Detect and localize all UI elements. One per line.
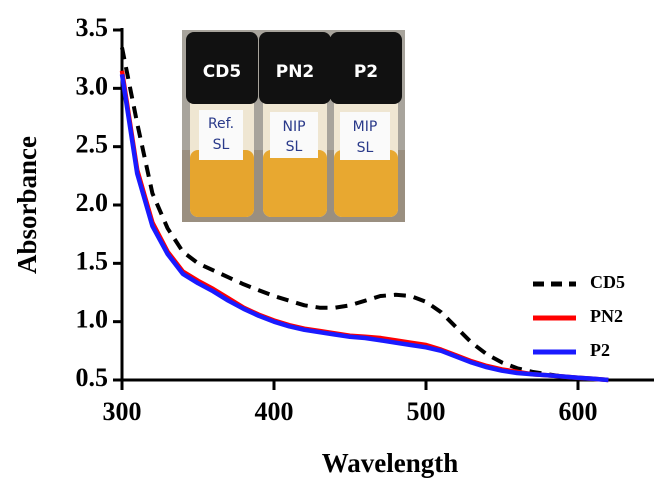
tag-label: SL	[286, 139, 303, 155]
y-tick-label: 1.0	[76, 305, 109, 334]
vial-cap	[330, 32, 402, 104]
series-line	[119, 73, 609, 383]
y-tick-label: 2.5	[76, 130, 109, 159]
vial	[259, 32, 331, 217]
tag-label: Ref.	[208, 116, 234, 132]
tag-label: SL	[357, 140, 374, 156]
tag-label: NIP	[282, 119, 305, 135]
vial	[186, 32, 258, 217]
y-tick-label: 1.5	[76, 246, 109, 275]
y-tick-label: 3.5	[76, 13, 109, 42]
vial-tag	[340, 112, 390, 160]
legend-label: P2	[590, 340, 610, 360]
x-tick-label: 600	[559, 397, 598, 426]
tag-label: SL	[213, 137, 230, 153]
legend-label: PN2	[590, 306, 623, 326]
vial-liquid	[263, 150, 327, 217]
y-tick-label: 3.0	[76, 71, 109, 100]
cap-label: P2	[354, 62, 378, 82]
tag-label: MIP	[353, 119, 378, 135]
x-tick-label: 500	[407, 397, 446, 426]
vial	[330, 32, 402, 217]
x-tick-label: 400	[255, 397, 294, 426]
x-tick-label: 300	[103, 397, 142, 426]
vial-liquid	[190, 150, 254, 217]
series-line	[120, 47, 609, 382]
y-tick-label: 2.0	[76, 188, 109, 217]
vial-tag	[270, 112, 318, 158]
vial-liquid	[334, 150, 398, 217]
inset-photo: CD5 PN2 P2 Ref. SL NIP SL MIP SL	[182, 30, 405, 222]
x-axis-title: Wavelength	[322, 448, 459, 478]
vial-cap	[259, 32, 331, 104]
y-axis-title: Absorbance	[12, 136, 42, 274]
legend-label: CD5	[590, 272, 625, 292]
cap-label: PN2	[276, 62, 315, 82]
cap-label: CD5	[203, 62, 241, 82]
vial-tag	[199, 110, 243, 160]
y-tick-label: 0.5	[76, 363, 109, 392]
vial-cap	[186, 32, 258, 104]
